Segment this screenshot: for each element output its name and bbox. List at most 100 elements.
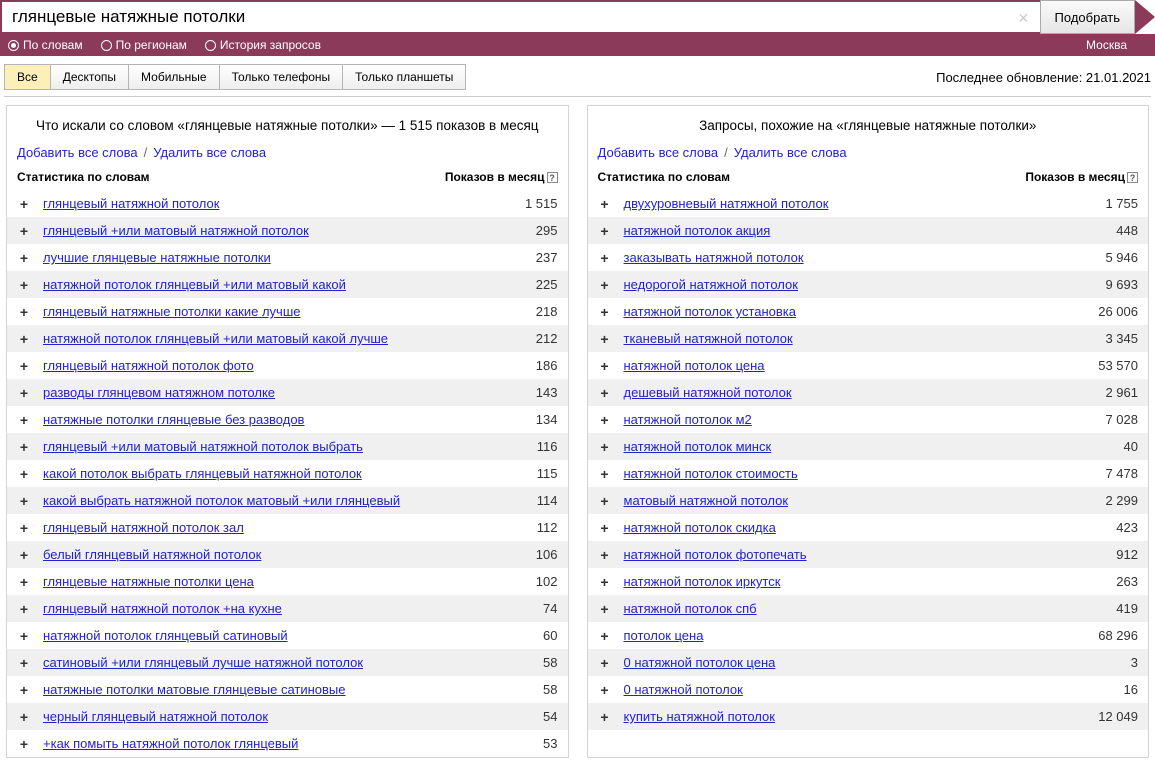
plus-icon[interactable]: + [17,601,31,617]
plus-icon[interactable]: + [598,385,612,401]
plus-icon[interactable]: + [17,358,31,374]
plus-icon[interactable]: + [598,547,612,563]
keyword-link[interactable]: натяжные потолки глянцевые без разводов [43,412,498,427]
keyword-link[interactable]: заказывать натяжной потолок [624,250,1079,265]
keyword-link[interactable]: +как помыть натяжной потолок глянцевый [43,736,498,751]
keyword-link[interactable]: дешевый натяжной потолок [624,385,1079,400]
keyword-link[interactable]: глянцевый натяжные потолки какие лучше [43,304,498,319]
plus-icon[interactable]: + [598,628,612,644]
keyword-link[interactable]: натяжной потолок глянцевый сатиновый [43,628,498,643]
help-icon[interactable]: ? [547,172,558,183]
tab-phones-only[interactable]: Только телефоны [220,64,344,90]
keyword-link[interactable]: 0 натяжной потолок цена [624,655,1079,670]
keyword-link[interactable]: натяжные потолки матовые глянцевые сатин… [43,682,498,697]
radio-by-words[interactable]: По словам [8,38,83,52]
plus-icon[interactable]: + [598,520,612,536]
plus-icon[interactable]: + [598,574,612,590]
radio-history[interactable]: История запросов [205,38,321,52]
plus-icon[interactable]: + [598,223,612,239]
keyword-link[interactable]: натяжной потолок минск [624,439,1079,454]
keyword-link[interactable]: 0 натяжной потолок [624,682,1079,697]
plus-icon[interactable]: + [598,439,612,455]
keyword-link[interactable]: недорогой натяжной потолок [624,277,1079,292]
keyword-link[interactable]: лучшие глянцевые натяжные потолки [43,250,498,265]
plus-icon[interactable]: + [17,439,31,455]
keyword-link[interactable]: натяжной потолок спб [624,601,1079,616]
plus-icon[interactable]: + [598,358,612,374]
plus-icon[interactable]: + [17,277,31,293]
keyword-link[interactable]: глянцевый натяжной потолок [43,196,498,211]
keyword-link[interactable]: натяжной потолок акция [624,223,1079,238]
plus-icon[interactable]: + [598,655,612,671]
keyword-link[interactable]: глянцевые натяжные потолки цена [43,574,498,589]
keyword-link[interactable]: натяжной потолок скидка [624,520,1079,535]
keyword-link[interactable]: глянцевый натяжной потолок фото [43,358,498,373]
tab-desktops[interactable]: Десктопы [51,64,129,90]
clear-icon[interactable] [1018,10,1032,24]
tab-tablets-only[interactable]: Только планшеты [343,64,466,90]
plus-icon[interactable]: + [17,412,31,428]
remove-all-link[interactable]: Удалить все слова [734,145,847,160]
plus-icon[interactable]: + [17,196,31,212]
search-input[interactable] [2,2,1040,32]
keyword-link[interactable]: сатиновый +или глянцевый лучше натяжной … [43,655,498,670]
keyword-link[interactable]: натяжной потолок иркутск [624,574,1079,589]
plus-icon[interactable]: + [17,304,31,320]
keyword-link[interactable]: какой выбрать натяжной потолок матовый +… [43,493,498,508]
add-all-link[interactable]: Добавить все слова [598,145,719,160]
plus-icon[interactable]: + [17,520,31,536]
tab-all[interactable]: Все [4,64,51,90]
keyword-link[interactable]: купить натяжной потолок [624,709,1079,724]
keyword-link[interactable]: черный глянцевый натяжной потолок [43,709,498,724]
keyword-link[interactable]: натяжной потолок стоимость [624,466,1079,481]
keyword-link[interactable]: белый глянцевый натяжной потолок [43,547,498,562]
keyword-link[interactable]: глянцевый +или матовый натяжной потолок … [43,439,498,454]
plus-icon[interactable]: + [17,709,31,725]
plus-icon[interactable]: + [598,331,612,347]
plus-icon[interactable]: + [598,412,612,428]
plus-icon[interactable]: + [17,547,31,563]
keyword-link[interactable]: матовый натяжной потолок [624,493,1079,508]
remove-all-link[interactable]: Удалить все слова [153,145,266,160]
keyword-link[interactable]: натяжной потолок глянцевый +или матовый … [43,277,498,292]
plus-icon[interactable]: + [17,628,31,644]
keyword-link[interactable]: натяжной потолок цена [624,358,1079,373]
submit-button[interactable]: Подобрать [1040,0,1135,34]
plus-icon[interactable]: + [598,250,612,266]
keyword-link[interactable]: двухуровневый натяжной потолок [624,196,1079,211]
plus-icon[interactable]: + [598,493,612,509]
keyword-link[interactable]: глянцевый +или матовый натяжной потолок [43,223,498,238]
plus-icon[interactable]: + [598,277,612,293]
help-icon[interactable]: ? [1127,172,1138,183]
plus-icon[interactable]: + [17,574,31,590]
plus-icon[interactable]: + [598,709,612,725]
plus-icon[interactable]: + [17,466,31,482]
plus-icon[interactable]: + [17,736,31,752]
keyword-link[interactable]: глянцевый натяжной потолок +на кухне [43,601,498,616]
keyword-link[interactable]: тканевый натяжной потолок [624,331,1079,346]
keyword-link[interactable]: разводы глянцевом натяжном потолке [43,385,498,400]
plus-icon[interactable]: + [17,682,31,698]
plus-icon[interactable]: + [598,196,612,212]
keyword-link[interactable]: натяжной потолок фотопечать [624,547,1079,562]
keyword-link[interactable]: натяжной потолок м2 [624,412,1079,427]
plus-icon[interactable]: + [17,250,31,266]
keyword-link[interactable]: натяжной потолок установка [624,304,1079,319]
plus-icon[interactable]: + [17,223,31,239]
plus-icon[interactable]: + [17,331,31,347]
plus-icon[interactable]: + [17,655,31,671]
region-label[interactable]: Москва [1086,38,1127,52]
plus-icon[interactable]: + [598,304,612,320]
tab-mobile[interactable]: Мобильные [129,64,220,90]
plus-icon[interactable]: + [17,493,31,509]
keyword-link[interactable]: потолок цена [624,628,1079,643]
plus-icon[interactable]: + [598,466,612,482]
plus-icon[interactable]: + [598,682,612,698]
plus-icon[interactable]: + [17,385,31,401]
radio-by-regions[interactable]: По регионам [101,38,187,52]
keyword-link[interactable]: какой потолок выбрать глянцевый натяжной… [43,466,498,481]
keyword-link[interactable]: натяжной потолок глянцевый +или матовый … [43,331,498,346]
keyword-link[interactable]: глянцевый натяжной потолок зал [43,520,498,535]
add-all-link[interactable]: Добавить все слова [17,145,138,160]
plus-icon[interactable]: + [598,601,612,617]
